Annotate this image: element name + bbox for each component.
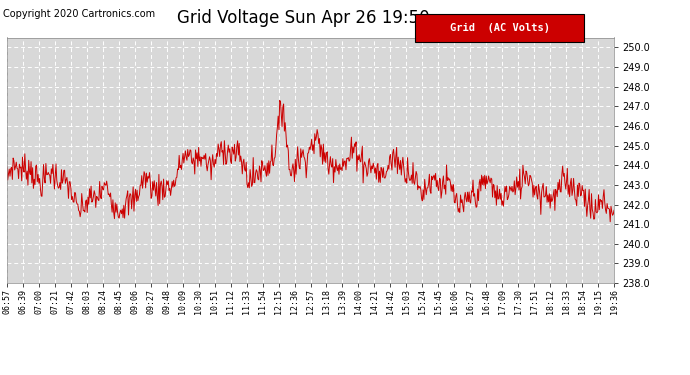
Text: Grid  (AC Volts): Grid (AC Volts)	[450, 23, 550, 33]
Text: Grid Voltage Sun Apr 26 19:50: Grid Voltage Sun Apr 26 19:50	[177, 9, 430, 27]
Text: Copyright 2020 Cartronics.com: Copyright 2020 Cartronics.com	[3, 9, 155, 20]
